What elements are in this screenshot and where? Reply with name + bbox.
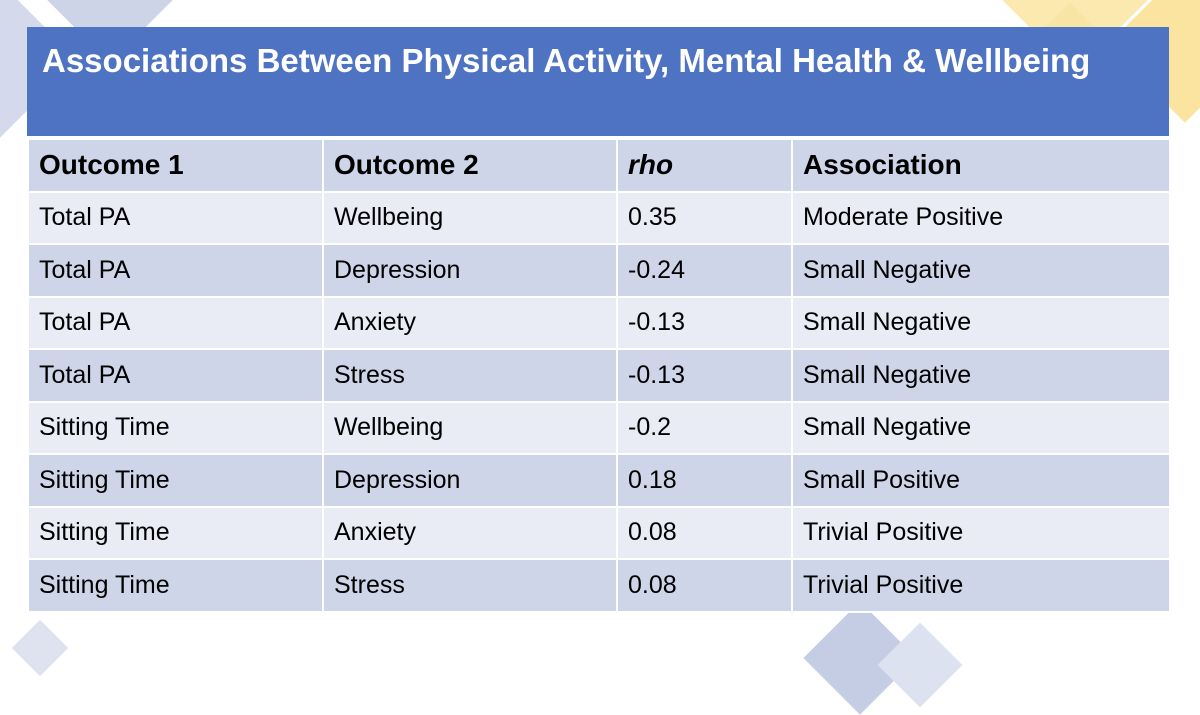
table-row: Total PA Wellbeing 0.35 Moderate Positiv… [27,190,1171,245]
cell-outcome-2: Depression [322,243,618,298]
cell-association: Small Negative [791,400,1171,455]
cell-outcome-2: Stress [322,558,618,613]
data-table-panel: Associations Between Physical Activity, … [27,27,1171,613]
table-row: Sitting Time Anxiety 0.08 Trivial Positi… [27,505,1171,560]
column-header-association: Association [791,138,1171,193]
table-row: Sitting Time Stress 0.08 Trivial Positiv… [27,558,1171,613]
cell-outcome-2: Anxiety [322,295,618,350]
cell-outcome-2: Anxiety [322,505,618,560]
cell-outcome-1: Total PA [27,348,324,403]
cell-association: Trivial Positive [791,505,1171,560]
table-row: Sitting Time Wellbeing -0.2 Small Negati… [27,400,1171,455]
cell-rho: 0.35 [616,190,793,245]
cell-outcome-2: Depression [322,453,618,508]
cell-outcome-1: Sitting Time [27,505,324,560]
cell-association: Trivial Positive [791,558,1171,613]
cell-rho: -0.13 [616,348,793,403]
title-band: Associations Between Physical Activity, … [27,27,1169,138]
cell-outcome-2: Stress [322,348,618,403]
cell-outcome-1: Sitting Time [27,558,324,613]
cell-rho: -0.24 [616,243,793,298]
cell-association: Small Positive [791,453,1171,508]
column-header-outcome-1: Outcome 1 [27,138,324,193]
cell-association: Moderate Positive [791,190,1171,245]
cell-outcome-2: Wellbeing [322,190,618,245]
cell-rho: 0.18 [616,453,793,508]
cell-outcome-2: Wellbeing [322,400,618,455]
column-header-rho: rho [616,138,793,193]
cell-outcome-1: Total PA [27,190,324,245]
cell-outcome-1: Sitting Time [27,400,324,455]
table-row: Sitting Time Depression 0.18 Small Posit… [27,453,1171,508]
table-header-row: Outcome 1 Outcome 2 rho Association [27,138,1171,193]
cell-rho: -0.13 [616,295,793,350]
cell-association: Small Negative [791,295,1171,350]
cell-outcome-1: Sitting Time [27,453,324,508]
cell-rho: 0.08 [616,558,793,613]
cell-outcome-1: Total PA [27,243,324,298]
associations-table: Outcome 1 Outcome 2 rho Association Tota… [27,138,1171,613]
table-row: Total PA Stress -0.13 Small Negative [27,348,1171,403]
cell-rho: 0.08 [616,505,793,560]
cell-association: Small Negative [791,348,1171,403]
cell-rho: -0.2 [616,400,793,455]
table-row: Total PA Anxiety -0.13 Small Negative [27,295,1171,350]
table-title: Associations Between Physical Activity, … [42,42,1091,79]
cell-association: Small Negative [791,243,1171,298]
column-header-outcome-2: Outcome 2 [322,138,618,193]
cell-outcome-1: Total PA [27,295,324,350]
decorative-diamond [11,619,69,677]
table-row: Total PA Depression -0.24 Small Negative [27,243,1171,298]
